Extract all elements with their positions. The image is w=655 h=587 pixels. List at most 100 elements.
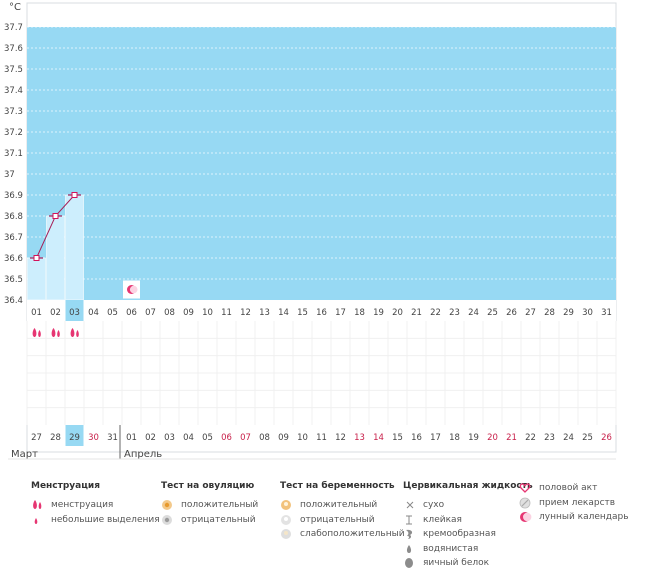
cycle-day-label: 23 xyxy=(449,308,460,318)
calendar-date-label: 28 xyxy=(50,433,61,443)
egg-white-icon xyxy=(403,557,417,569)
cycle-day-label: 12 xyxy=(240,308,251,318)
legend-item-menstruation: менструация xyxy=(31,498,160,513)
legend-item-label: водянистая xyxy=(423,543,479,554)
legend-item-label: половой акт xyxy=(539,483,598,493)
menstruation-drop xyxy=(38,330,41,337)
pregnancy-negative-icon xyxy=(280,514,294,526)
y-unit-label: °C xyxy=(9,2,21,13)
pregnancy-weak-positive-icon xyxy=(280,528,294,540)
cycle-day-label: 15 xyxy=(297,308,308,318)
legend-pregnancy-test: Тест на беременность положительный отриц… xyxy=(280,481,405,542)
ovulation-positive-icon xyxy=(161,499,175,511)
y-tick-label: 36.5 xyxy=(4,275,23,285)
legend-title: Тест на беременность xyxy=(280,481,395,491)
month-label: Апрель xyxy=(124,449,162,460)
calendar-date-label: 31 xyxy=(107,433,118,443)
cycle-day-label: 26 xyxy=(506,308,517,318)
calendar-date-label: 21 xyxy=(506,433,517,443)
legend-item-label: менструация xyxy=(51,500,114,510)
y-tick-label: 36.4 xyxy=(4,296,23,306)
menstruation-icon xyxy=(31,499,45,511)
calendar-date-label: 12 xyxy=(335,433,346,443)
y-tick-label: 37.1 xyxy=(4,149,23,159)
cycle-day-label: 02 xyxy=(50,308,61,318)
calendar-date-label: 11 xyxy=(316,433,327,443)
legend-title: Цервикальная жидкость xyxy=(403,481,533,491)
calendar-date-label: 18 xyxy=(449,433,460,443)
cycle-day-label: 16 xyxy=(316,308,327,318)
cycle-day-label: 11 xyxy=(221,308,232,318)
legend-item-egg-white: яичный белок xyxy=(403,556,533,571)
calendar-date-label: 14 xyxy=(373,433,384,443)
menstruation-icon xyxy=(32,328,41,337)
legend-item-pregnancy-weak-positive: слабоположительный xyxy=(280,527,405,542)
bbt-chart: °C 36.4 36.5 36.6 36.7 36.8 36.9 37 37.1 37.2 37.3… xyxy=(4,2,617,460)
calendar-date-label: 26 xyxy=(601,433,612,443)
intercourse-heart-icon xyxy=(519,482,533,494)
cycle-day-label: 22 xyxy=(430,308,441,318)
calendar-date-label: 13 xyxy=(354,433,365,443)
cycle-day-row xyxy=(27,300,616,321)
legend-item-dry: сухо xyxy=(403,498,533,513)
legend-item-pregnancy-positive: положительный xyxy=(280,498,405,513)
calendar-date-label: 10 xyxy=(297,433,308,443)
cycle-day-label: 30 xyxy=(582,308,593,318)
legend-item-pregnancy-negative: отрицательный xyxy=(280,513,405,528)
calendar-date-label: 25 xyxy=(582,433,593,443)
calendar-date-label: 17 xyxy=(430,433,441,443)
legend-item-label: отрицательный xyxy=(300,514,375,525)
legend-item-label: сухо xyxy=(423,500,445,510)
cycle-day-label: 19 xyxy=(373,308,384,318)
cycle-day-label: 09 xyxy=(183,308,194,318)
menstruation-drop xyxy=(70,328,75,337)
y-tick-label: 37.4 xyxy=(4,86,23,96)
legend-title: Тест на овуляцию xyxy=(161,481,255,491)
menstruation-icon xyxy=(51,328,60,337)
legend-item-medication: прием лекарств xyxy=(519,496,629,511)
menstruation-drop xyxy=(76,330,79,337)
cycle-day-label: 14 xyxy=(278,308,289,318)
calendar-date-label: 06 xyxy=(221,433,232,443)
legend-title: Менструация xyxy=(31,481,100,491)
cycle-day-label: 28 xyxy=(544,308,555,318)
legend-item-label: слабоположительный xyxy=(300,529,405,539)
y-tick-label: 37.5 xyxy=(4,65,23,75)
temperature-point xyxy=(71,192,78,198)
calendar-date-label: 08 xyxy=(259,433,270,443)
legend-menstruation: Менструация менструация небольшие выделе… xyxy=(31,481,160,527)
spotting-icon xyxy=(31,514,45,526)
calendar-date-label: 20 xyxy=(487,433,498,443)
temperature-bar xyxy=(27,257,46,301)
legend-item-label: положительный xyxy=(300,500,378,510)
y-tick-label: 36.8 xyxy=(4,212,23,222)
temperature-point xyxy=(52,213,59,219)
menstruation-drop xyxy=(51,328,56,337)
calendar-date-label: 09 xyxy=(278,433,289,443)
cycle-day-label: 05 xyxy=(107,308,118,318)
watery-icon xyxy=(403,543,417,555)
legend-item-creamy: кремообразная xyxy=(403,527,533,542)
y-tick-label: 37.7 xyxy=(4,23,23,33)
calendar-date-label: 04 xyxy=(183,433,194,443)
calendar-date-label: 24 xyxy=(563,433,574,443)
cycle-day-label: 10 xyxy=(202,308,213,318)
legend-item-label: отрицательный xyxy=(181,514,256,525)
cycle-day-label: 27 xyxy=(525,308,536,318)
calendar-date-label: 05 xyxy=(202,433,213,443)
temperature-bar xyxy=(46,215,65,301)
cycle-day-label: 20 xyxy=(392,308,403,318)
legend-item-intercourse: половой акт xyxy=(519,481,629,496)
lunar-calendar-icon xyxy=(519,511,533,523)
cycle-day-label: 21 xyxy=(411,308,422,318)
temperature-bar xyxy=(65,194,84,301)
lunar-calendar-icon-inner xyxy=(129,285,138,294)
legend-item-label: небольшие выделения xyxy=(51,514,160,525)
calendar-date-label: 19 xyxy=(468,433,479,443)
legend-item-ovulation-positive: положительный xyxy=(161,498,258,513)
y-tick-label: 37.6 xyxy=(4,44,23,54)
calendar-date-label: 30 xyxy=(88,433,99,443)
cycle-day-label: 01 xyxy=(31,308,42,318)
y-tick-label: 36.9 xyxy=(4,191,23,201)
cycle-day-label: 08 xyxy=(164,308,175,318)
